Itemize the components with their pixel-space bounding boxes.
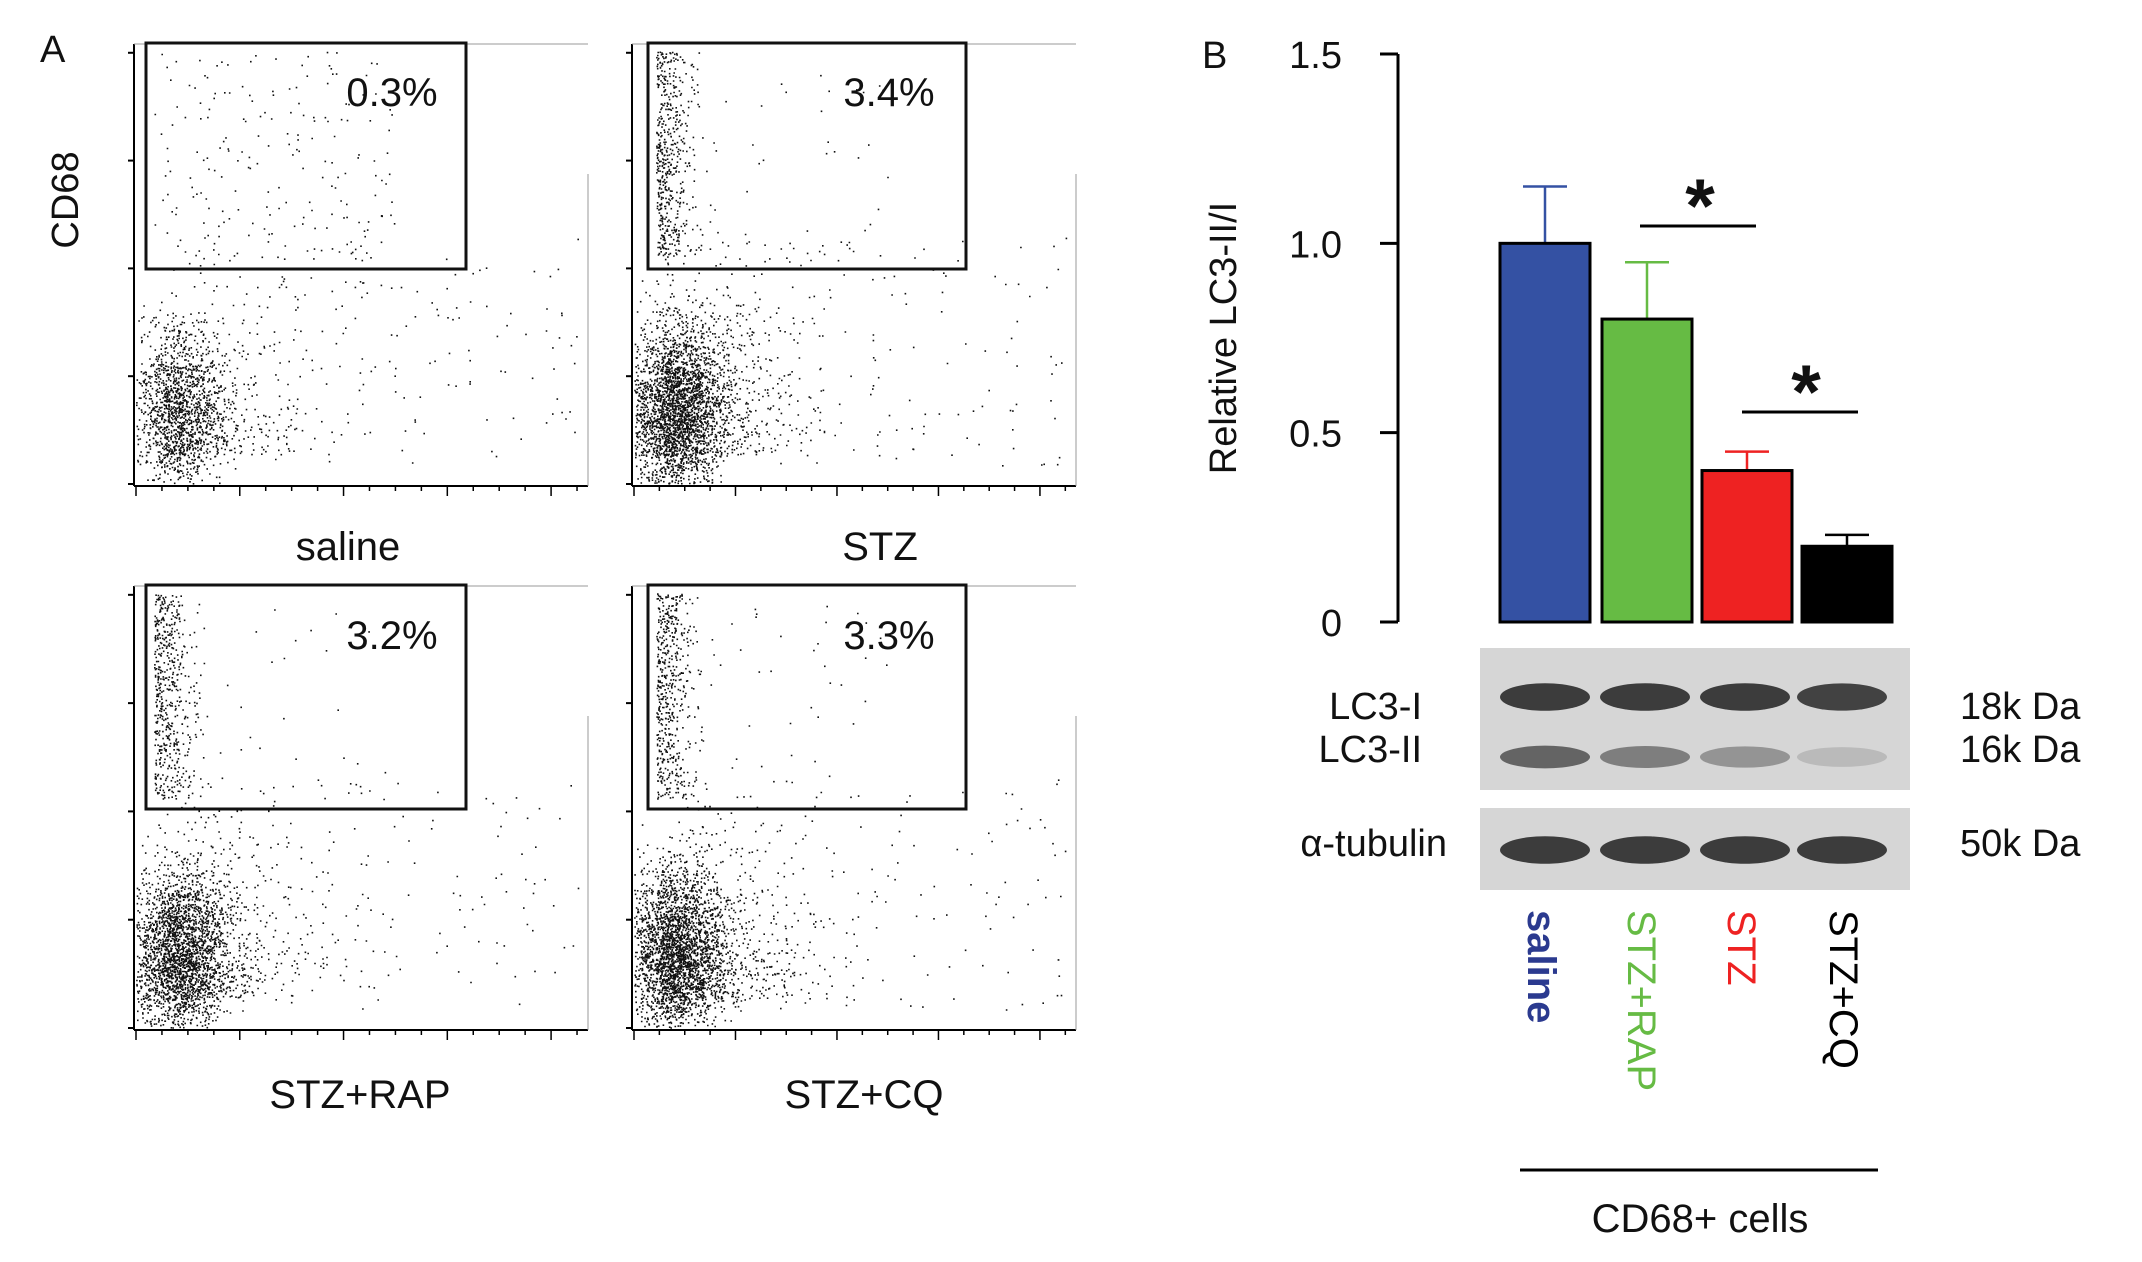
- blot-size-18k: 18k Da: [1960, 686, 2081, 728]
- flow-dot-cloud: [634, 51, 1068, 485]
- lane-label-stz-cq: STZ+CQ: [1821, 910, 1865, 1069]
- blot-size-50k: 50k Da: [1960, 823, 2081, 865]
- flow-plot-label-saline: saline: [296, 525, 401, 569]
- gate-pct-stz-rap: 3.2%: [346, 614, 437, 658]
- gate-pct-saline: 0.3%: [346, 71, 437, 115]
- y-tick-label: 0: [1321, 603, 1342, 645]
- blot-band: [1500, 745, 1590, 769]
- gate-box: [646, 583, 968, 811]
- blot-label-alpha-tubulin: α-tubulin: [1300, 823, 1447, 865]
- blot-band: [1797, 836, 1887, 864]
- significance-mark-2: *: [1791, 350, 1821, 435]
- y-tick-label: 1.0: [1289, 224, 1342, 266]
- gate-box: [646, 41, 968, 271]
- flow-dot-cloud: [634, 593, 1067, 1029]
- lane-label-stz-rap: STZ+RAP: [1619, 910, 1663, 1091]
- blot-band: [1600, 836, 1690, 864]
- y-axis-title: Relative LC3-II/I: [1203, 202, 1245, 474]
- flow-plot-stz: [626, 41, 1077, 496]
- lane-label-stz: STZ: [1719, 910, 1763, 986]
- blot-band: [1600, 746, 1690, 768]
- significance-mark-1: *: [1685, 164, 1715, 249]
- blot-band: [1500, 836, 1590, 864]
- gate-pct-stz-cq: 3.3%: [843, 614, 934, 658]
- panel-b-letter: B: [1202, 35, 1227, 77]
- flow-dot-cloud: [136, 594, 580, 1029]
- blot-band: [1700, 683, 1790, 711]
- flow-plot-label-stz-rap: STZ+RAP: [269, 1073, 450, 1117]
- group-bracket-label: CD68+ cells: [1592, 1197, 1809, 1241]
- western-blot: [1480, 648, 1910, 890]
- blot-band: [1600, 683, 1690, 711]
- flow-plots: [128, 41, 1077, 1040]
- bar-saline: [1498, 241, 1592, 624]
- blot-band: [1797, 683, 1887, 711]
- panel-a-y-axis-label: CD68: [45, 151, 87, 248]
- blot-membrane: [1480, 648, 1910, 790]
- blot-band: [1500, 683, 1590, 711]
- flow-plot-stz-rap: [128, 583, 589, 1040]
- flow-dot-cloud: [136, 51, 579, 485]
- y-tick-label: 0.5: [1289, 414, 1342, 456]
- blot-band: [1700, 836, 1790, 864]
- bar-stz-rap: [1600, 317, 1694, 624]
- flow-plot-label-stz-cq: STZ+CQ: [785, 1073, 944, 1117]
- gate-pct-stz: 3.4%: [843, 71, 934, 115]
- blot-label-lc3-i: LC3-I: [1329, 686, 1422, 728]
- blot-size-16k: 16k Da: [1960, 729, 2081, 771]
- flow-plot-label-stz: STZ: [842, 525, 918, 569]
- bar-chart: 0 0.5 1.0 1.5: [1289, 35, 1894, 645]
- y-tick-label: 1.5: [1289, 35, 1342, 77]
- blot-band: [1700, 746, 1790, 768]
- blot-label-lc3-ii: LC3-II: [1319, 729, 1422, 771]
- gate-box: [144, 583, 468, 811]
- lane-label-saline: saline: [1519, 910, 1563, 1023]
- bar-stz-cq: [1800, 544, 1894, 624]
- bar-stz: [1700, 469, 1794, 624]
- gate-box: [144, 41, 468, 271]
- blot-band: [1797, 747, 1887, 767]
- panel-a-letter: A: [40, 29, 66, 71]
- flow-plot-stz-cq: [626, 583, 1077, 1040]
- flow-plot-saline: [128, 41, 589, 496]
